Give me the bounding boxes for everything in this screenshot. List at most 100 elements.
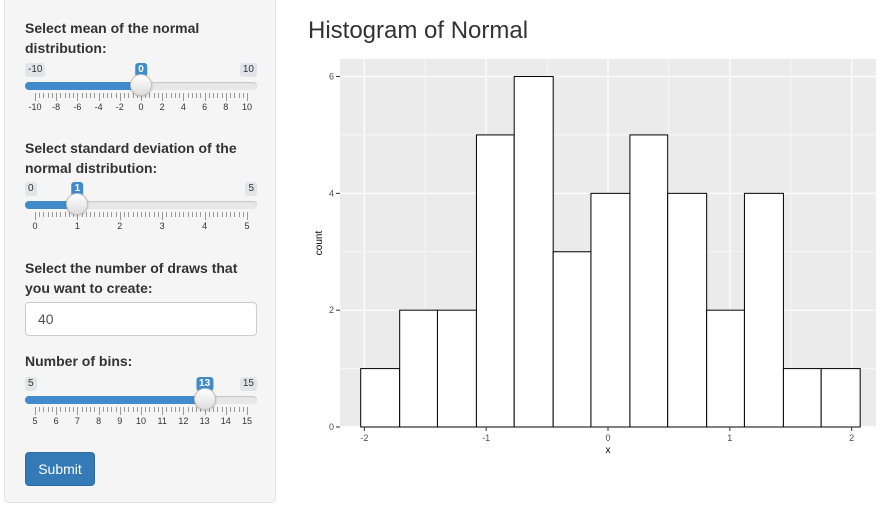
bins-slider-tick bbox=[107, 407, 109, 412]
bins-slider-tick bbox=[56, 407, 58, 415]
mean-slider-tick bbox=[73, 93, 75, 98]
y-axis-label: count bbox=[314, 231, 325, 256]
mean-slider-fill bbox=[25, 82, 141, 90]
mean-slider-tick bbox=[183, 93, 185, 101]
sd-slider-tick bbox=[247, 212, 248, 220]
sd-slider-tick bbox=[47, 212, 49, 217]
sd-slider-tick bbox=[85, 212, 87, 217]
bins-slider-tick bbox=[234, 407, 236, 412]
mean-value-label: 0 bbox=[135, 63, 147, 77]
sd-slider-tick bbox=[141, 212, 142, 217]
bins-slider-tick bbox=[196, 407, 198, 412]
bins-slider-tick bbox=[64, 407, 66, 412]
bins-slider-tick bbox=[90, 407, 92, 412]
histogram-bar bbox=[552, 251, 592, 428]
bins-slider-tick bbox=[136, 407, 138, 412]
bins-slider-tick bbox=[141, 407, 142, 415]
mean-slider-tick bbox=[204, 93, 206, 101]
bins-value-label: 13 bbox=[196, 377, 214, 391]
mean-slider-tick-label: -6 bbox=[73, 102, 82, 112]
sd-slider-tick bbox=[90, 212, 92, 217]
mean-slider-tick-label: -10 bbox=[28, 102, 42, 112]
histogram-bar bbox=[820, 368, 861, 428]
draws-input[interactable]: 40 bbox=[25, 302, 257, 336]
sd-slider-tick bbox=[39, 212, 41, 217]
sd-slider-tick-label: 3 bbox=[159, 221, 165, 231]
bins-slider-tick bbox=[51, 407, 53, 412]
sd-slider-tick bbox=[208, 212, 210, 217]
bins-slider-tick bbox=[242, 407, 244, 412]
bins-slider-tick bbox=[39, 407, 41, 412]
x-tick-label: 1 bbox=[727, 433, 732, 443]
bins-slider-tick bbox=[230, 407, 232, 412]
sd-slider-tick bbox=[157, 212, 159, 217]
x-tick-label: 2 bbox=[849, 433, 854, 443]
sd-slider-tick bbox=[153, 212, 155, 217]
submit-button[interactable]: Submit bbox=[25, 452, 95, 486]
bins-slider-tick bbox=[221, 407, 223, 412]
sd-slider-tick bbox=[179, 212, 181, 217]
mean-slider-tick bbox=[39, 93, 41, 98]
mean-slider-tick bbox=[141, 93, 142, 101]
sd-slider-track[interactable] bbox=[25, 201, 257, 209]
mean-slider-tick bbox=[242, 93, 244, 98]
sd-slider-tick bbox=[149, 212, 151, 217]
sd-slider-tick bbox=[217, 212, 219, 217]
bins-slider-tick bbox=[208, 407, 210, 412]
bins-slider-tick-label: 11 bbox=[157, 416, 167, 426]
sd-slider-tick bbox=[170, 212, 172, 217]
mean-slider-tick bbox=[43, 93, 45, 98]
bins-slider-label: Number of bins: bbox=[25, 353, 133, 369]
mean-slider-tick-label: -4 bbox=[94, 102, 103, 112]
plot-title: Histogram of Normal bbox=[308, 17, 529, 44]
mean-slider-tick bbox=[119, 93, 121, 101]
mean-slider-tick bbox=[132, 93, 134, 98]
bins-slider-tick bbox=[213, 407, 215, 412]
sd-slider-tick bbox=[174, 212, 176, 217]
bins-slider-handle[interactable] bbox=[193, 388, 216, 410]
mean-slider-tick bbox=[98, 93, 100, 101]
mean-slider-tick bbox=[230, 93, 232, 98]
mean-slider-tick-label: -8 bbox=[52, 102, 61, 112]
sd-slider-tick bbox=[225, 212, 227, 217]
mean-slider-tick bbox=[217, 93, 219, 98]
mean-slider[interactable]: -10 10 0 -10 -8 -6 -4 -2 0 2 4 6 8 10 bbox=[25, 63, 257, 123]
bins-slider-tick bbox=[111, 407, 113, 412]
mean-slider-tick bbox=[47, 93, 49, 98]
sd-slider-tick bbox=[187, 212, 189, 217]
y-tick-label: 4 bbox=[329, 188, 334, 198]
mean-slider-tick bbox=[145, 93, 147, 98]
bins-slider-tick bbox=[157, 407, 159, 412]
mean-slider-tick bbox=[149, 93, 151, 98]
mean-slider-tick bbox=[68, 93, 70, 98]
bins-slider-tick bbox=[132, 407, 134, 412]
mean-slider-tick-label: 6 bbox=[202, 102, 208, 112]
bins-slider-tick bbox=[162, 407, 164, 415]
mean-slider-tick bbox=[35, 93, 36, 101]
sd-slider-label: Select standard deviation of the normal … bbox=[25, 140, 237, 176]
mean-min-label: -10 bbox=[25, 63, 46, 77]
mean-slider-tick bbox=[85, 93, 87, 98]
mean-slider-tick bbox=[153, 93, 155, 98]
histogram-bar bbox=[360, 368, 401, 428]
sd-slider-tick-label: 2 bbox=[117, 221, 123, 231]
bins-slider-fill bbox=[25, 396, 205, 404]
sd-slider-tick bbox=[119, 212, 121, 220]
histogram-bar bbox=[706, 309, 745, 428]
mean-slider-label: Select mean of the normal distribution: bbox=[25, 20, 200, 56]
sd-slider-handle[interactable] bbox=[66, 193, 89, 215]
sd-slider-tick bbox=[35, 212, 36, 220]
mean-slider-tick bbox=[238, 93, 240, 98]
mean-slider-tick bbox=[64, 93, 66, 98]
sd-slider-tick bbox=[166, 212, 168, 217]
mean-slider-tick bbox=[60, 93, 62, 98]
sd-slider-tick-label: 1 bbox=[74, 221, 80, 231]
bins-slider-tick bbox=[73, 407, 75, 412]
mean-slider-tick bbox=[90, 93, 92, 98]
bins-slider-tick-label: 14 bbox=[220, 416, 231, 426]
mean-slider-handle[interactable] bbox=[130, 74, 152, 96]
bins-slider[interactable]: 5 15 13 5 6 7 8 9 10 11 12 13 14 15 bbox=[25, 377, 257, 437]
bins-slider-tick bbox=[81, 407, 83, 412]
mean-slider-tick bbox=[191, 93, 193, 98]
